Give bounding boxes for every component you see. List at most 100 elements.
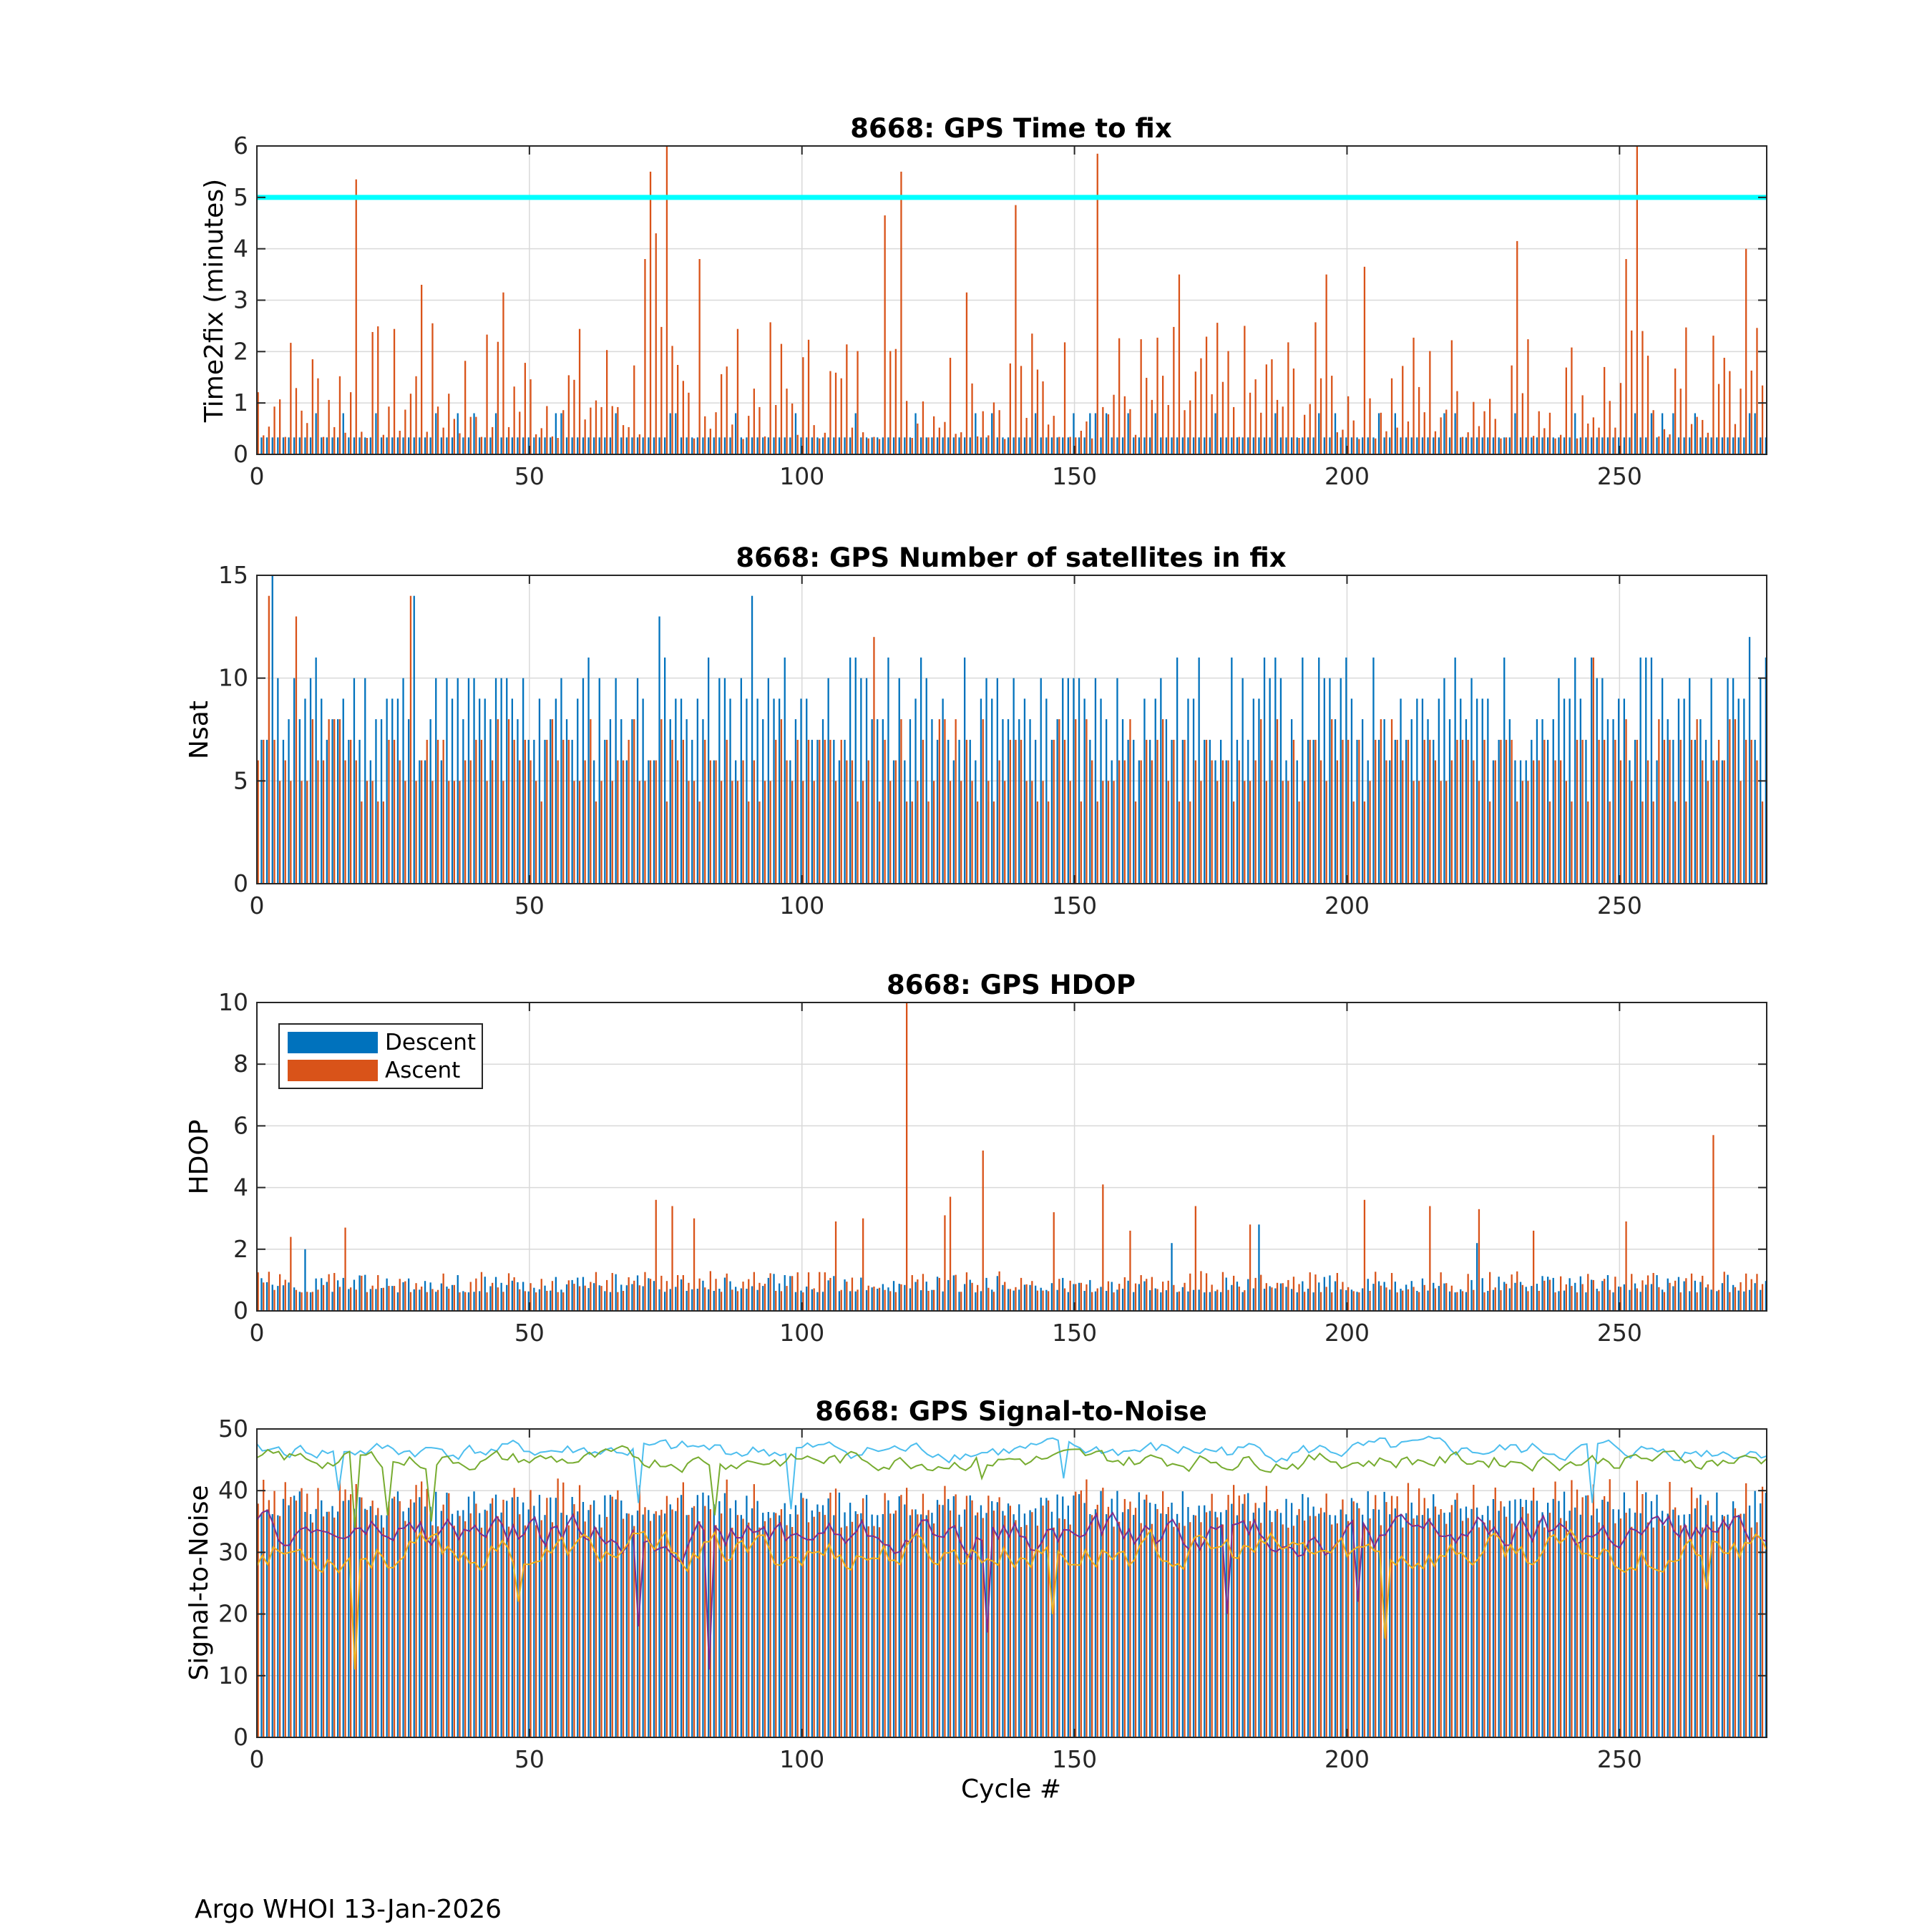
descent-bar bbox=[1716, 1291, 1718, 1311]
descent-bar bbox=[827, 437, 829, 454]
descent-bar bbox=[702, 719, 704, 884]
descent-bar bbox=[298, 1491, 301, 1737]
descent-bar bbox=[779, 698, 781, 884]
descent-bar bbox=[1574, 657, 1576, 884]
descent-bar bbox=[675, 1287, 677, 1311]
ascent-bar bbox=[1658, 1518, 1660, 1737]
descent-bar bbox=[479, 698, 481, 884]
descent-bar bbox=[1078, 437, 1080, 454]
ascent-bar bbox=[1118, 338, 1121, 454]
descent-bar bbox=[708, 657, 710, 884]
descent-bar bbox=[920, 1514, 922, 1737]
descent-bar bbox=[1704, 1287, 1707, 1311]
descent-bar bbox=[1721, 760, 1724, 884]
descent-bar bbox=[877, 1515, 879, 1737]
descent-bar bbox=[331, 437, 333, 454]
ascent-bar bbox=[1674, 369, 1677, 454]
descent-bar bbox=[304, 1511, 306, 1737]
snr-line-min bbox=[257, 1528, 1767, 1670]
descent-bar bbox=[282, 437, 285, 454]
ascent-bar bbox=[1625, 259, 1627, 454]
descent-bar bbox=[1023, 1513, 1026, 1737]
descent-bar bbox=[288, 719, 290, 884]
descent-bar bbox=[1154, 1503, 1156, 1737]
descent-bar bbox=[1737, 698, 1740, 884]
ascent-bar bbox=[492, 760, 494, 884]
ascent-bar bbox=[1200, 1522, 1202, 1737]
ascent-bar bbox=[1631, 330, 1633, 454]
descent-bar bbox=[1400, 437, 1402, 454]
ascent-bar bbox=[1696, 1498, 1698, 1737]
descent-bar bbox=[784, 437, 786, 454]
ascent-bar bbox=[938, 427, 940, 454]
descent-bar bbox=[756, 437, 758, 454]
descent-bar bbox=[1143, 1499, 1146, 1737]
descent-bar bbox=[1062, 437, 1064, 454]
descent-bar bbox=[550, 719, 552, 884]
ascent-bar bbox=[1025, 1284, 1028, 1311]
descent-bar bbox=[794, 1292, 797, 1311]
descent-bar bbox=[353, 1279, 356, 1311]
ascent-bar bbox=[1363, 1526, 1366, 1737]
ascent-bar bbox=[1587, 423, 1589, 454]
descent-bar bbox=[473, 678, 475, 884]
ascent-bar bbox=[1560, 1518, 1562, 1737]
descent-bar bbox=[1421, 1278, 1424, 1311]
ascent-bar bbox=[1423, 1284, 1425, 1311]
ascent-bar bbox=[1352, 1291, 1355, 1311]
descent-bar bbox=[1699, 719, 1702, 884]
descent-bar bbox=[538, 1495, 541, 1737]
descent-bar bbox=[1623, 437, 1625, 454]
ascent-bar bbox=[311, 359, 313, 454]
descent-bar bbox=[1421, 437, 1424, 454]
ascent-bar bbox=[1571, 347, 1573, 454]
descent-bar bbox=[969, 1495, 971, 1737]
hdop-ytick-label: 8 bbox=[233, 1050, 248, 1078]
descent-bar bbox=[1460, 1508, 1462, 1737]
descent-bar bbox=[811, 1289, 813, 1311]
ascent-bar bbox=[878, 439, 881, 454]
descent-bar bbox=[429, 1282, 431, 1311]
ascent-bar bbox=[1685, 327, 1687, 454]
ascent-bar bbox=[721, 781, 723, 884]
ascent-bar bbox=[1560, 760, 1562, 884]
ascent-bar bbox=[1740, 1282, 1742, 1311]
ascent-bar bbox=[1178, 801, 1181, 884]
descent-bar bbox=[1476, 1507, 1478, 1737]
ascent-bar bbox=[1123, 1498, 1126, 1737]
ascent-bar bbox=[344, 1227, 346, 1311]
ascent-bar bbox=[453, 1526, 455, 1737]
descent-bar bbox=[838, 1291, 841, 1311]
descent-bar bbox=[413, 1502, 415, 1737]
ascent-bar bbox=[606, 1516, 608, 1737]
descent-bar bbox=[1498, 437, 1500, 454]
descent-bar bbox=[1340, 1289, 1342, 1311]
descent-bar bbox=[544, 1285, 546, 1311]
ascent-bar bbox=[824, 1272, 826, 1311]
descent-bar bbox=[1198, 657, 1200, 884]
ascent-bar bbox=[431, 1525, 434, 1737]
ascent-bar bbox=[742, 760, 744, 884]
ascent-bar bbox=[502, 1499, 504, 1737]
ascent-bar bbox=[1358, 1508, 1360, 1737]
ascent-bar bbox=[1500, 1501, 1502, 1737]
descent-bar bbox=[751, 1286, 753, 1311]
ascent-bar bbox=[338, 1480, 341, 1737]
descent-bar bbox=[794, 1505, 797, 1737]
descent-bar bbox=[746, 437, 748, 454]
ascent-bar bbox=[279, 1274, 281, 1311]
ascent-bar bbox=[507, 719, 510, 884]
ascent-bar bbox=[497, 1516, 499, 1737]
descent-bar bbox=[1111, 437, 1113, 454]
descent-bar bbox=[1645, 657, 1647, 884]
ascent-bar bbox=[1521, 393, 1523, 454]
descent-bar bbox=[609, 719, 612, 884]
ascent-bar bbox=[1036, 1290, 1039, 1311]
ascent-bar bbox=[535, 1525, 537, 1737]
ascent-bar bbox=[1609, 801, 1611, 884]
ascent-bar bbox=[1483, 1292, 1485, 1311]
descent-bar bbox=[315, 1278, 317, 1311]
descent-bar bbox=[1383, 719, 1385, 884]
ascent-bar bbox=[1221, 760, 1224, 884]
descent-bar bbox=[1677, 698, 1680, 884]
